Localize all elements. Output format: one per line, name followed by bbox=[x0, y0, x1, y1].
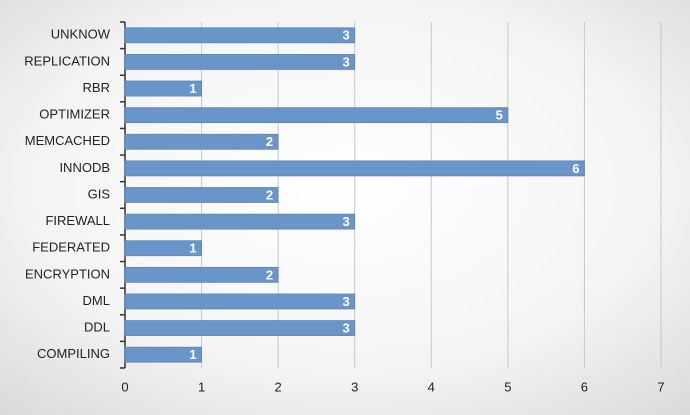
value-label: 2 bbox=[266, 187, 273, 202]
y-tick-label: MEMCACHED bbox=[25, 133, 110, 148]
x-tick-label: 6 bbox=[581, 379, 588, 394]
y-tick-label: UNKNOW bbox=[51, 27, 111, 42]
y-tick-label: FIREWALL bbox=[45, 213, 110, 228]
bar bbox=[124, 266, 279, 283]
y-tick-label: OPTIMIZER bbox=[39, 107, 110, 122]
x-tick-label: 1 bbox=[198, 379, 205, 394]
y-tick-label: COMPILING bbox=[37, 346, 110, 361]
y-tick-label: INNODB bbox=[59, 160, 110, 175]
y-tick-label: DDL bbox=[84, 320, 110, 335]
bar bbox=[124, 107, 509, 124]
value-label: 2 bbox=[266, 134, 273, 149]
y-tick-label: ENCRYPTION bbox=[25, 266, 110, 281]
bar bbox=[124, 240, 202, 257]
bar bbox=[124, 213, 356, 230]
value-label: 6 bbox=[572, 161, 579, 176]
value-label: 1 bbox=[189, 347, 196, 362]
bar bbox=[124, 293, 356, 310]
value-label: 1 bbox=[189, 81, 196, 96]
bar bbox=[124, 27, 356, 44]
value-label: 3 bbox=[342, 321, 349, 336]
bar bbox=[124, 160, 585, 177]
x-tick-label: 2 bbox=[275, 379, 282, 394]
x-tick-label: 7 bbox=[657, 379, 664, 394]
value-label: 1 bbox=[189, 241, 196, 256]
value-label: 3 bbox=[342, 28, 349, 43]
value-label: 3 bbox=[342, 214, 349, 229]
bar bbox=[124, 320, 356, 336]
bar bbox=[124, 54, 356, 70]
y-tick-label: FEDERATED bbox=[32, 240, 110, 255]
x-tick-label: 4 bbox=[428, 379, 435, 394]
bar bbox=[124, 80, 202, 97]
value-label: 5 bbox=[496, 108, 503, 123]
bar bbox=[124, 133, 279, 150]
y-tick-label: GIS bbox=[88, 186, 111, 201]
y-tick-label: REPLICATION bbox=[24, 53, 110, 68]
value-label: 2 bbox=[266, 267, 273, 282]
y-tick-label: DML bbox=[83, 293, 110, 308]
value-label: 3 bbox=[342, 294, 349, 309]
y-tick-label: RBR bbox=[83, 80, 110, 95]
bar bbox=[124, 187, 279, 203]
x-tick-label: 0 bbox=[121, 379, 128, 394]
x-tick-label: 3 bbox=[351, 379, 358, 394]
bar bbox=[124, 346, 202, 363]
x-tick-label: 5 bbox=[504, 379, 511, 394]
value-label: 3 bbox=[342, 54, 349, 69]
